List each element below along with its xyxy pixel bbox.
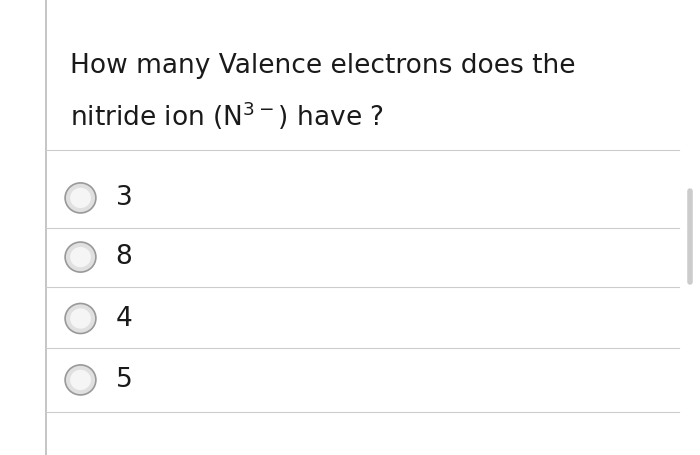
Ellipse shape xyxy=(70,308,91,329)
Ellipse shape xyxy=(70,370,91,390)
Text: 4: 4 xyxy=(116,305,132,332)
Ellipse shape xyxy=(65,303,96,334)
Text: 3: 3 xyxy=(116,185,132,211)
Text: How many Valence electrons does the: How many Valence electrons does the xyxy=(70,53,575,79)
Ellipse shape xyxy=(70,247,91,267)
Ellipse shape xyxy=(65,242,96,272)
Ellipse shape xyxy=(65,365,96,395)
Ellipse shape xyxy=(70,188,91,208)
Ellipse shape xyxy=(65,183,96,213)
Text: nitride ion (N$^{3-}$) have ?: nitride ion (N$^{3-}$) have ? xyxy=(70,100,384,132)
Text: 5: 5 xyxy=(116,367,132,393)
Text: 8: 8 xyxy=(116,244,132,270)
